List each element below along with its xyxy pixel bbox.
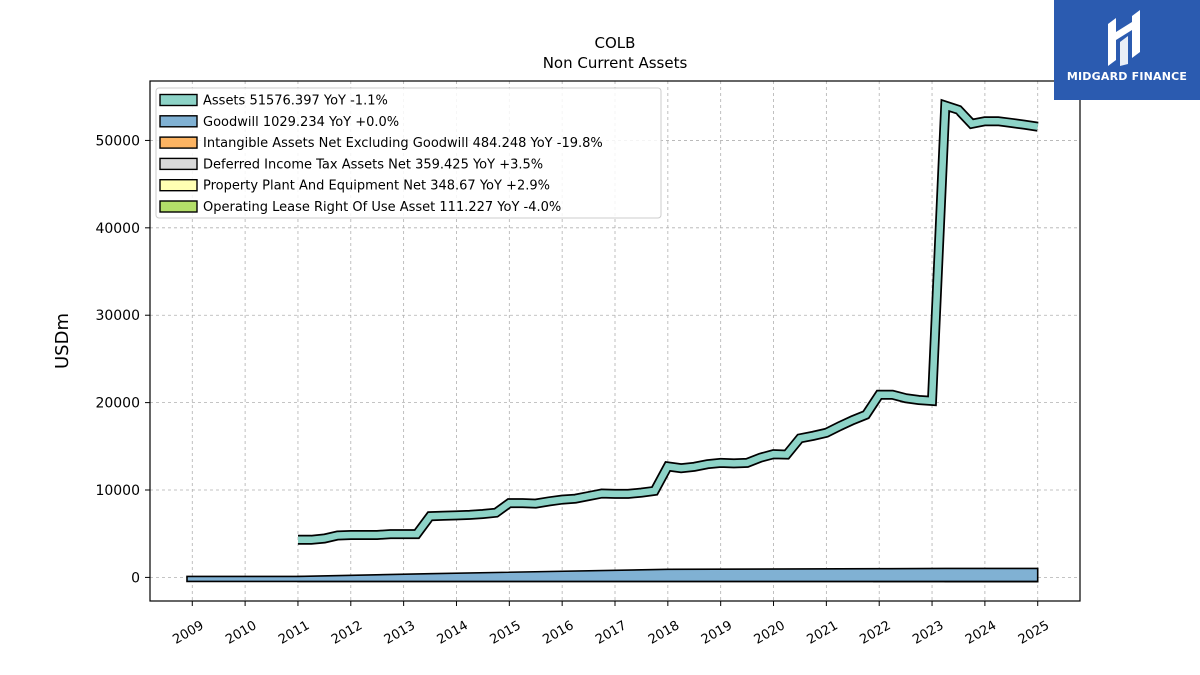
- legend-entry-label: Intangible Assets Net Excluding Goodwill…: [203, 136, 603, 151]
- x-tick-label: 2020: [752, 618, 788, 648]
- brand-badge: MIDGARD FINANCE: [1054, 0, 1200, 100]
- x-tick-label: 2019: [699, 618, 735, 648]
- x-tick-label: 2018: [646, 618, 682, 648]
- y-tick-label: 40000: [95, 221, 140, 237]
- x-tick-label: 2010: [223, 618, 259, 648]
- x-tick-label: 2025: [1016, 618, 1052, 648]
- series-layer: [186, 98, 1039, 583]
- brand-name: MIDGARD FINANCE: [1066, 70, 1188, 83]
- legend-swatch: [159, 178, 198, 192]
- legend-swatch: [159, 157, 198, 171]
- x-tick-label: 2011: [276, 618, 312, 648]
- legend-swatch: [159, 93, 198, 107]
- legend-entry-label: Property Plant And Equipment Net 348.67 …: [203, 179, 550, 194]
- x-tick-label: 2013: [382, 618, 418, 648]
- y-axis-label: USDm: [52, 313, 73, 369]
- x-tick-label: 2015: [487, 618, 523, 648]
- y-tick-label: 10000: [95, 483, 140, 499]
- x-tick-label: 2012: [329, 618, 365, 648]
- series-assets-line: [298, 101, 1039, 544]
- legend-entry-label: Assets 51576.397 YoY -1.1%: [203, 94, 388, 109]
- legend-swatch: [159, 200, 198, 213]
- chart-title: COLB: [595, 34, 636, 52]
- legend-swatch: [159, 115, 198, 128]
- x-tick-label: 2024: [963, 618, 999, 648]
- legend: Assets 51576.397 YoY -1.1% Goodwill 1029.…: [155, 87, 662, 219]
- x-tick-label: 2021: [805, 618, 841, 648]
- x-tick-label: 2009: [170, 618, 206, 648]
- x-tick-label: 2014: [435, 618, 471, 648]
- x-tick-label: 2017: [593, 618, 629, 648]
- legend-entry-label: Deferred Income Tax Assets Net 359.425 Y…: [203, 157, 543, 172]
- series-area-goodwill: [186, 567, 1039, 583]
- y-tick-label: 50000: [95, 133, 140, 149]
- y-tick-label: 0: [131, 570, 140, 586]
- chart-subtitle: Non Current Assets: [543, 54, 688, 72]
- y-tick-label: 30000: [95, 308, 140, 324]
- midgard-logo-icon: [1108, 10, 1140, 66]
- legend-swatch: [159, 136, 198, 149]
- x-tick-label: 2016: [540, 618, 576, 648]
- legend-entry-label: Operating Lease Right Of Use Asset 111.2…: [203, 200, 561, 215]
- legend-entry-label: Goodwill 1029.234 YoY +0.0%: [203, 115, 399, 130]
- legend-frame: [155, 87, 662, 219]
- x-tick-label: 2022: [857, 618, 893, 648]
- x-tick-label: 2023: [910, 618, 946, 648]
- y-tick-label: 20000: [95, 396, 140, 412]
